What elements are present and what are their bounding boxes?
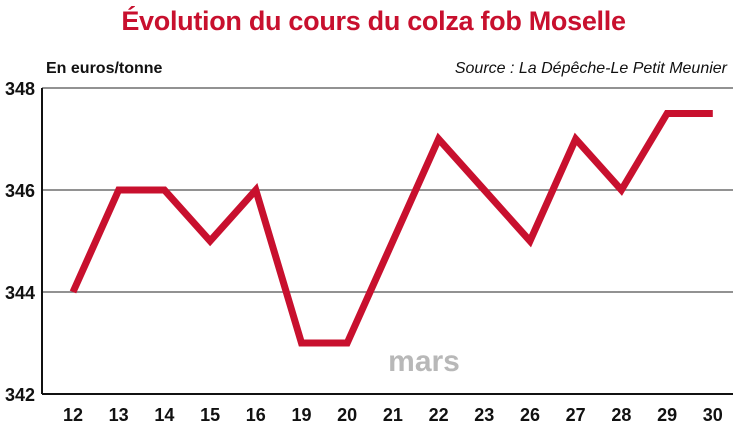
x-tick-label-16: 16 (246, 405, 266, 425)
x-tick-label-27: 27 (566, 405, 586, 425)
x-tick-label-29: 29 (657, 405, 677, 425)
x-tick-label-12: 12 (63, 405, 83, 425)
chart-title: Évolution du cours du colza fob Moselle (121, 6, 626, 36)
y-tick-labels: 342 344 346 348 (5, 79, 35, 405)
x-tick-label-30: 30 (703, 405, 723, 425)
x-tick-label-26: 26 (520, 405, 540, 425)
y-tick-label-346: 346 (5, 181, 35, 201)
unit-label: En euros/tonne (46, 60, 163, 77)
axes (41, 88, 733, 395)
x-tick-label-21: 21 (383, 405, 403, 425)
x-tick-label-14: 14 (154, 405, 174, 425)
y-tick-label-342: 342 (5, 385, 35, 405)
x-tick-label-23: 23 (474, 405, 494, 425)
series-line (69, 110, 713, 347)
x-tick-label-19: 19 (291, 405, 311, 425)
x-tick-label-20: 20 (337, 405, 357, 425)
x-tick-label-22: 22 (429, 405, 449, 425)
series-line-group (69, 110, 713, 347)
source-label: Source : La Dépêche-Le Petit Meunier (454, 60, 727, 77)
y-tick-label-344: 344 (5, 283, 35, 303)
x-tick-label-28: 28 (611, 405, 631, 425)
month-label: mars (388, 345, 460, 378)
x-tick-label-13: 13 (109, 405, 129, 425)
y-tick-label-348: 348 (5, 79, 35, 99)
x-tick-label-15: 15 (200, 405, 220, 425)
x-tick-labels: 12 13 14 15 16 19 20 21 22 23 26 27 28 29 30 (63, 405, 723, 425)
